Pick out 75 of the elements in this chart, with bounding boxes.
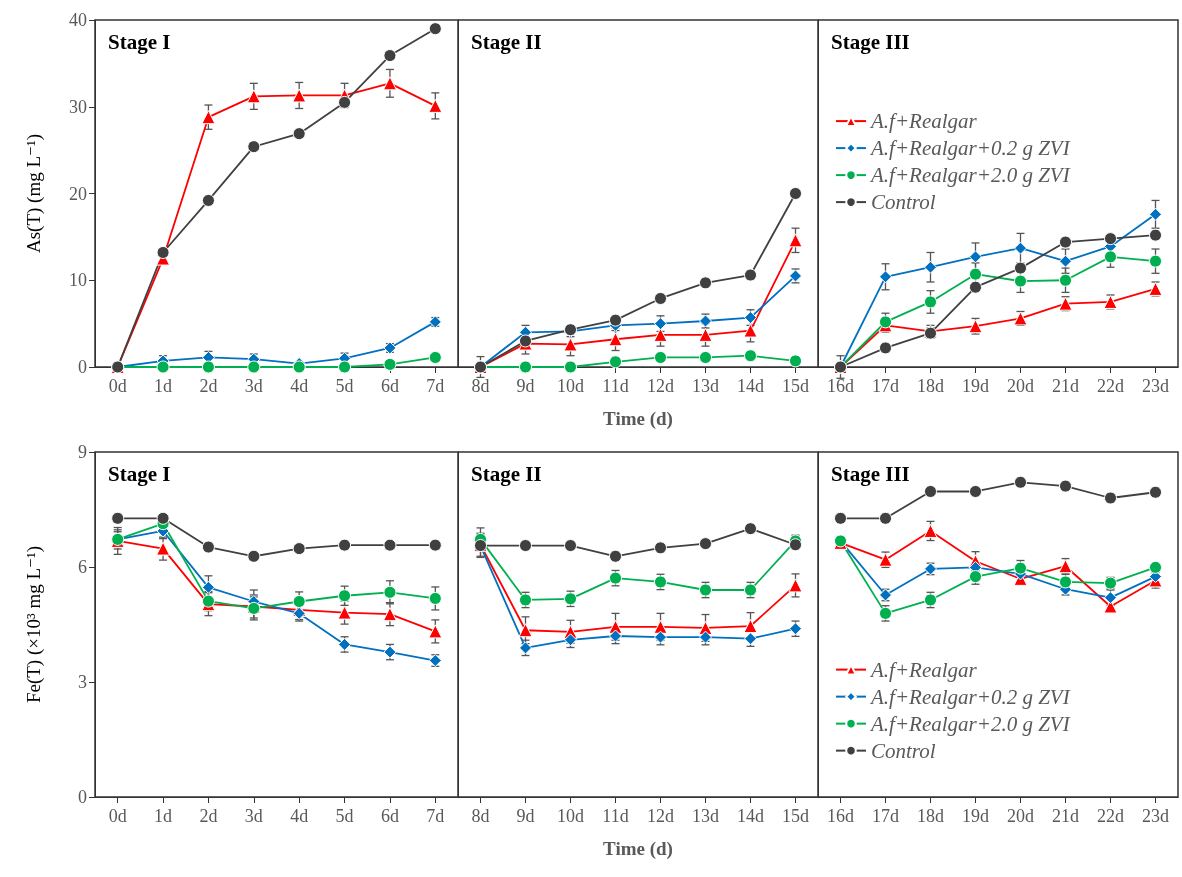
x-tick-label: 20d: [1007, 376, 1034, 396]
x-axis-title: Time (d): [603, 838, 673, 860]
y-tick-label: 0: [78, 787, 87, 807]
y-tick-label: 6: [78, 557, 87, 577]
x-tick-label: 0d: [108, 376, 127, 396]
x-tick-label: 3d: [244, 806, 263, 826]
x-tick-label: 12d: [647, 806, 674, 826]
y-tick-label: 30: [69, 96, 87, 117]
chart-title: Stage I: [108, 461, 171, 486]
x-axis-title: Time (d): [603, 408, 673, 430]
x-tick-label: 20d: [1007, 806, 1034, 826]
x-tick-label: 7d: [426, 806, 445, 826]
legend-label: A.f+Realgar+0.2 g ZVI: [869, 136, 1071, 161]
x-tick-label: 13d: [692, 806, 719, 826]
x-tick-label: 8d: [471, 806, 490, 826]
x-tick-label: 5d: [335, 376, 354, 396]
x-tick-label: 23d: [1142, 376, 1169, 396]
x-tick-label: 11d: [602, 376, 629, 396]
x-tick-label: 2d: [199, 806, 218, 826]
x-tick-label: 16d: [827, 376, 854, 396]
y-tick-label: 40: [69, 10, 87, 30]
y-tick-label: 20: [69, 183, 87, 204]
chart-title: Stage III: [831, 29, 910, 54]
x-tick-label: 6d: [380, 376, 399, 396]
x-tick-label: 9d: [516, 376, 535, 396]
x-tick-label: 4d: [290, 806, 309, 826]
y-tick-label: 10: [69, 270, 87, 291]
x-tick-label: 17d: [872, 376, 899, 396]
x-tick-label: 9d: [516, 806, 535, 826]
x-tick-label: 2d: [199, 376, 218, 396]
legend-label: A.f+Realgar+0.2 g ZVI: [869, 684, 1071, 709]
x-tick-label: 18d: [917, 806, 944, 826]
chart-title: Stage I: [108, 29, 171, 54]
x-tick-label: 19d: [962, 376, 989, 396]
legend-label: A.f+Realgar: [869, 109, 978, 134]
x-tick-label: 16d: [827, 806, 854, 826]
chart-title: Stage II: [471, 29, 542, 54]
x-tick-label: 10d: [557, 376, 584, 396]
x-tick-label: 14d: [737, 806, 764, 826]
x-tick-label: 10d: [557, 806, 584, 826]
y-tick-label: 9: [78, 442, 87, 462]
x-tick-label: 5d: [335, 806, 354, 826]
x-tick-label: 15d: [782, 376, 809, 396]
legend-label: A.f+Realgar: [869, 657, 978, 682]
x-tick-label: 21d: [1052, 806, 1079, 826]
x-tick-label: 12d: [647, 376, 674, 396]
x-tick-label: 6d: [380, 806, 399, 826]
legend-label: Control: [871, 738, 936, 763]
legend-label: A.f+Realgar+2.0 g ZVI: [869, 711, 1071, 736]
x-tick-label: 19d: [962, 806, 989, 826]
x-tick-label: 3d: [244, 376, 263, 396]
x-tick-label: 17d: [872, 806, 899, 826]
legend-label: Control: [871, 190, 936, 215]
chart-title: Stage II: [471, 461, 542, 486]
x-tick-label: 1d: [154, 806, 173, 826]
x-tick-label: 8d: [471, 376, 490, 396]
x-tick-label: 1d: [154, 376, 173, 396]
x-tick-label: 13d: [692, 376, 719, 396]
x-tick-label: 15d: [782, 806, 809, 826]
y-axis-title: As(T) (mg L⁻¹): [23, 133, 45, 254]
y-axis-title: Fe(T) (×10³ mg L⁻¹): [23, 545, 45, 704]
x-tick-label: 22d: [1097, 806, 1124, 826]
x-tick-label: 11d: [602, 806, 629, 826]
x-tick-label: 21d: [1052, 376, 1079, 396]
y-tick-label: 3: [78, 672, 87, 692]
x-tick-label: 4d: [290, 376, 309, 396]
x-tick-label: 18d: [917, 376, 944, 396]
x-tick-label: 7d: [426, 376, 445, 396]
y-tick-label: 0: [78, 357, 87, 377]
legend-label: A.f+Realgar+2.0 g ZVI: [869, 163, 1071, 188]
x-tick-label: 22d: [1097, 376, 1124, 396]
chart-title: Stage III: [831, 461, 910, 486]
x-tick-label: 14d: [737, 376, 764, 396]
x-tick-label: 0d: [108, 806, 127, 826]
x-tick-label: 23d: [1142, 806, 1169, 826]
